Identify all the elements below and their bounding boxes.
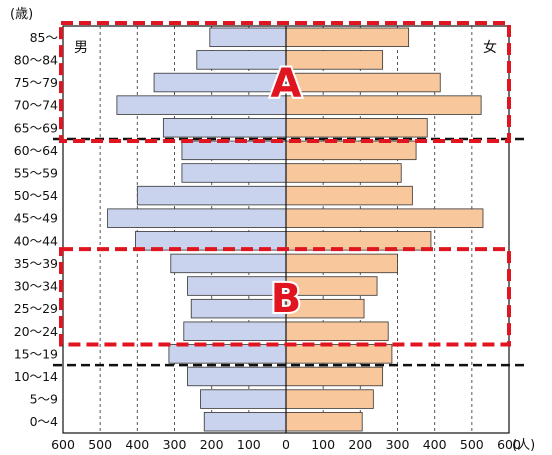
female-bar [285, 253, 398, 274]
x-tick-label: 200 [200, 437, 224, 452]
male-bar [181, 140, 287, 161]
category-label: 20～24 [14, 324, 58, 339]
male-bar [187, 366, 287, 387]
highlight-letter: A [271, 61, 302, 107]
female-bar [285, 163, 402, 183]
unit-top-label: (歳) [10, 7, 33, 22]
category-label: 45～49 [14, 211, 58, 226]
male-bar [209, 27, 287, 48]
male-bar [153, 72, 287, 93]
male-bar [162, 118, 287, 138]
male-bar [107, 208, 287, 228]
female-bar [285, 208, 484, 228]
female-bar [285, 411, 363, 432]
x-tick-label: 300 [386, 437, 410, 452]
x-tick-label: 400 [125, 437, 149, 452]
category-label: 80～84 [14, 52, 58, 67]
male-bar [136, 185, 287, 206]
highlight-letter: B [271, 276, 302, 322]
female-bar [285, 140, 417, 161]
labels: (歳) (人) 男 女 [10, 7, 535, 453]
highlight-boxes: AB [59, 21, 511, 347]
female-bar [285, 344, 393, 364]
x-tick-label: 500 [460, 437, 484, 452]
category-label: 75～79 [14, 75, 58, 90]
x-tick-label: 100 [237, 437, 261, 452]
male-bar [170, 253, 287, 274]
category-label: 50～54 [14, 188, 58, 203]
female-bar [285, 27, 410, 48]
highlight-box [59, 247, 511, 347]
female-bar [285, 389, 374, 409]
highlight-box [59, 21, 511, 144]
category-label: 60～64 [14, 143, 58, 158]
male-label: 男 [74, 40, 88, 56]
category-label: 35～39 [14, 256, 58, 271]
female-bar [285, 118, 428, 138]
x-tick-label: 300 [163, 437, 187, 452]
category-label: 30～34 [14, 279, 58, 294]
male-bar [200, 389, 287, 409]
male-bar [168, 344, 287, 364]
x-tick-label: 200 [348, 437, 372, 452]
x-tick-label: 0 [282, 437, 290, 452]
category-label: 25～29 [14, 301, 58, 316]
female-bar [285, 72, 441, 93]
category-label: 40～44 [14, 233, 58, 248]
unit-bottom-label: (人) [512, 438, 535, 453]
male-bar [183, 321, 287, 341]
category-label: 85～ [30, 30, 58, 45]
female-bar [285, 321, 389, 341]
category-label: 15～19 [14, 346, 58, 361]
male-bar [203, 411, 287, 432]
category-label: 65～69 [14, 120, 58, 135]
grid-lines [99, 26, 473, 433]
x-tick-label: 600 [51, 437, 75, 452]
category-label: 70～74 [14, 98, 58, 113]
x-tick-labels: 600 500 400 300 200 100 0 100 200 300 400 500 600 [51, 437, 521, 452]
x-tick-label: 400 [423, 437, 447, 452]
category-label: 0～4 [30, 414, 58, 429]
category-label: 55～59 [14, 165, 58, 180]
female-bar [285, 185, 413, 206]
male-bar [181, 163, 287, 183]
female-bar [285, 366, 384, 387]
x-tick-label: 600 [497, 437, 521, 452]
x-tick-label: 500 [88, 437, 112, 452]
male-bar [116, 95, 287, 115]
female-bar [285, 95, 482, 115]
female-label: 女 [483, 39, 497, 56]
category-label: 10～14 [14, 369, 58, 384]
category-label: 5～9 [30, 392, 58, 407]
category-labels: 85～ 80～84 75～79 70～74 65～69 60～64 55～59 50～54 45… [14, 30, 58, 429]
x-tick-label: 100 [311, 437, 335, 452]
bars [107, 27, 484, 432]
